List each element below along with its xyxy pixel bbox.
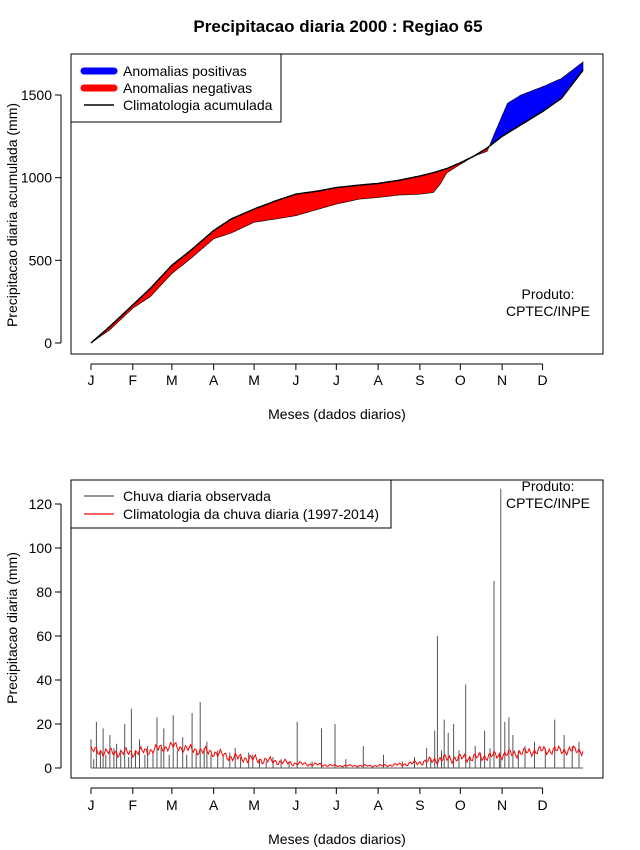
x-tick-label: J (292, 797, 299, 813)
x-tick-label: O (455, 797, 466, 813)
x-tick-label: M (248, 797, 260, 813)
daily-y-axis-label: Precipitacao diaria (mm) (4, 552, 20, 704)
y-tick-label: 100 (29, 540, 53, 556)
x-tick-label: A (373, 372, 383, 388)
x-tick-label: N (497, 797, 507, 813)
x-tick-label: O (455, 372, 466, 388)
y-tick-label: 1500 (21, 87, 52, 103)
climatology-daily-line (90, 741, 584, 768)
y-tick-label: 0 (44, 335, 52, 351)
y-tick-label: 20 (36, 716, 52, 732)
y-tick-label: 500 (29, 252, 53, 268)
x-tick-label: J (292, 372, 299, 388)
y-tick-label: 0 (44, 760, 52, 776)
product-credit-label: Produto: (522, 286, 575, 302)
x-tick-label: S (415, 372, 424, 388)
cumulative-x-axis-label: Meses (dados diarios) (268, 406, 406, 422)
y-tick-label: 1000 (21, 170, 52, 186)
y-tick-label: 80 (36, 584, 52, 600)
daily-legend: Chuva diaria observada Climatologia da c… (70, 479, 392, 529)
x-tick-label: D (537, 797, 547, 813)
legend-label-positive: Anomalias positivas (123, 63, 247, 79)
cumulative-chart: J F M A M J J A S O N D 0 500 1000 1500 Meses (dados d… (4, 53, 604, 422)
x-tick-label: D (537, 372, 547, 388)
daily-legend-box (70, 479, 392, 529)
x-tick-label: M (248, 372, 260, 388)
anomaly-negative-area (92, 156, 473, 343)
x-tick-label: M (166, 372, 178, 388)
y-tick-label: 120 (29, 496, 53, 512)
daily-chart: J F M A M J J A S O N D 0 20 40 60 80 100 120 Meses (dado… (4, 478, 604, 847)
product-credit-source: CPTEC/INPE (506, 303, 590, 319)
x-tick-label: J (88, 372, 95, 388)
x-tick-label: M (166, 797, 178, 813)
x-tick-label: J (88, 797, 95, 813)
chart-title: Precipitacao diaria 2000 : Regiao 65 (193, 17, 482, 36)
x-tick-label: S (415, 797, 424, 813)
x-tick-label: A (209, 372, 219, 388)
x-tick-label: J (333, 797, 340, 813)
legend-label-observed: Chuva diaria observada (123, 488, 271, 504)
x-tick-label: F (129, 797, 138, 813)
daily-product-credit-source: CPTEC/INPE (506, 495, 590, 511)
x-tick-label: F (129, 372, 138, 388)
climatology-cumulative-line (90, 69, 584, 344)
legend-label-daily-climatology: Climatologia da chuva diaria (1997-2014) (123, 506, 379, 522)
legend-label-climatology: Climatologia acumulada (123, 97, 273, 113)
daily-x-axis-label: Meses (dados diarios) (268, 831, 406, 847)
cumulative-y-axis: 0 500 1000 1500 (21, 87, 62, 351)
x-tick-label: J (333, 372, 340, 388)
cumulative-legend: Anomalias positivas Anomalias negativas … (70, 53, 282, 123)
anomaly-positive-area (489, 61, 584, 147)
y-tick-label: 40 (36, 672, 52, 688)
daily-y-axis: 0 20 40 60 80 100 120 (29, 496, 62, 776)
cumulative-plot-marks (90, 61, 584, 344)
x-tick-label: N (497, 372, 507, 388)
y-tick-label: 60 (36, 628, 52, 644)
daily-plot-marks (90, 488, 584, 769)
cumulative-plot-frame (70, 53, 604, 355)
legend-label-negative: Anomalias negativas (123, 80, 252, 96)
daily-product-credit-label: Produto: (522, 478, 575, 494)
x-tick-label: A (373, 797, 383, 813)
x-tick-label: A (209, 797, 219, 813)
cumulative-y-axis-label: Precipitacao diaria acumulada (mm) (4, 103, 20, 327)
